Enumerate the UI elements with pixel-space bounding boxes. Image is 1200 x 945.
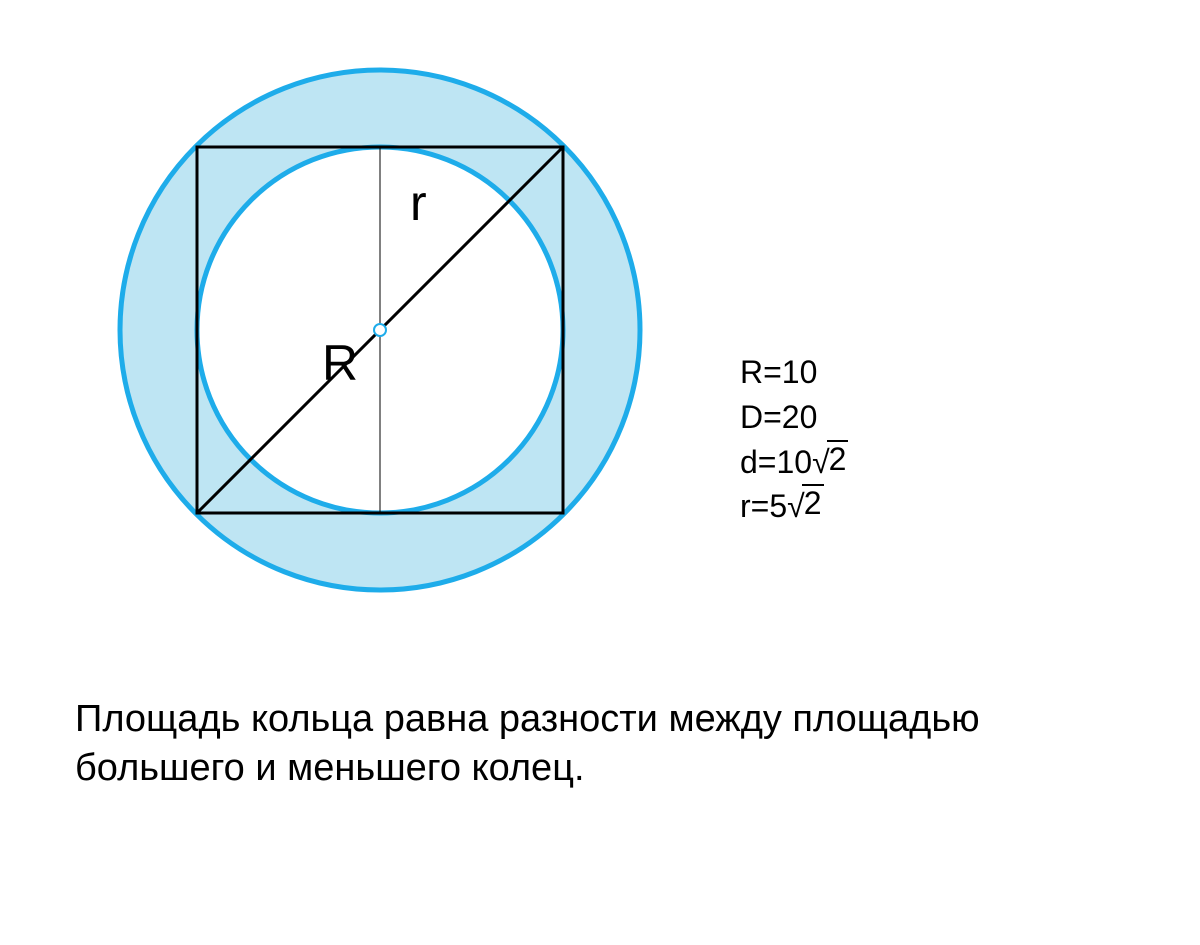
value-R-number: 10 xyxy=(782,350,818,395)
value-d-coef: 10 xyxy=(776,440,812,485)
value-row-d: d=10√2 xyxy=(740,440,848,485)
value-d-prefix: d= xyxy=(740,440,776,485)
geometry-diagram: rR xyxy=(100,30,660,615)
value-R-prefix: R= xyxy=(740,350,782,395)
caption-text: Площадь кольца равна разности между площ… xyxy=(75,695,980,794)
value-d-sqrt-arg: 2 xyxy=(827,440,849,477)
caption-line1: Площадь кольца равна разности между площ… xyxy=(75,695,980,744)
sqrt-expr-r: √2 xyxy=(787,484,823,529)
value-D-prefix: D= xyxy=(740,395,782,440)
value-r-prefix: r= xyxy=(740,484,769,529)
caption-line2: большего и меньшего колец. xyxy=(75,744,980,793)
diagram-svg: rR xyxy=(100,30,660,610)
value-row-R: R=10 xyxy=(740,350,848,395)
values-panel: R=10 D=20 d=10√2 r=5√2 xyxy=(740,350,848,529)
sqrt-expr-d: √2 xyxy=(812,440,848,485)
value-row-D: D=20 xyxy=(740,395,848,440)
value-r-sqrt-arg: 2 xyxy=(802,484,824,521)
value-row-r: r=5√2 xyxy=(740,484,848,529)
label-R: R xyxy=(322,335,358,391)
center-point xyxy=(374,324,386,336)
label-r: r xyxy=(410,175,427,231)
value-r-coef: 5 xyxy=(769,484,787,529)
value-D-number: 20 xyxy=(782,395,818,440)
